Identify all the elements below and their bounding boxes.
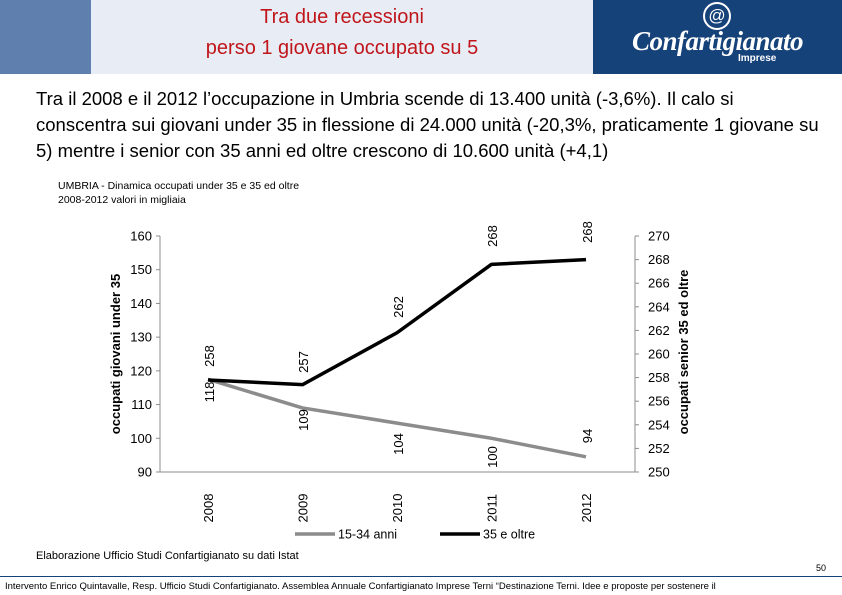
right-tick-label: 262 xyxy=(648,323,670,338)
intro-paragraph: Tra il 2008 e il 2012 l’occupazione in U… xyxy=(36,88,819,161)
x-tick-label: 2008 xyxy=(201,494,216,523)
slide-title-line2: perso 1 giovane occupato su 5 xyxy=(205,37,479,59)
logo-wordmark: Confartigianato xyxy=(632,26,804,56)
left-tick-label: 90 xyxy=(138,465,152,480)
data-label: 94 xyxy=(580,429,595,443)
source-note: Elaborazione Ufficio Studi Confartigiana… xyxy=(36,550,299,562)
data-label: 268 xyxy=(580,221,595,243)
data-label: 104 xyxy=(391,433,406,455)
x-tick-label: 2011 xyxy=(485,494,500,522)
chart-subtitle: 2008-2012 valori in migliaia xyxy=(58,194,186,206)
data-label: 258 xyxy=(202,345,217,367)
header-left-panel xyxy=(0,0,91,74)
left-tick-label: 120 xyxy=(130,363,152,378)
left-tick-label: 150 xyxy=(130,262,152,277)
data-label: 109 xyxy=(296,409,311,431)
right-tick-label: 264 xyxy=(648,299,670,314)
legend-label: 15-34 anni xyxy=(338,528,397,542)
left-tick-label: 100 xyxy=(130,431,152,446)
x-tick-label: 2009 xyxy=(296,494,311,523)
data-label: 262 xyxy=(391,296,406,318)
left-tick-label: 140 xyxy=(130,296,152,311)
right-tick-label: 254 xyxy=(648,417,670,432)
data-label: 257 xyxy=(296,351,311,373)
right-tick-label: 260 xyxy=(648,347,670,362)
y-axis-title: occupati giovani under 35 xyxy=(108,274,123,434)
page-number: 50 xyxy=(816,563,827,573)
left-tick-label: 130 xyxy=(130,330,152,345)
x-tick-label: 2010 xyxy=(390,494,405,523)
data-label: 100 xyxy=(485,446,500,468)
logo-subtitle: Imprese xyxy=(738,53,777,64)
right-tick-label: 268 xyxy=(648,252,670,267)
data-label: 118 xyxy=(202,382,217,403)
y2-axis-title: occupati senior 35 ed oltre xyxy=(676,270,691,435)
footer-divider xyxy=(0,576,842,577)
right-tick-label: 250 xyxy=(648,465,670,480)
header-title-panel xyxy=(91,0,593,74)
right-tick-label: 266 xyxy=(648,276,670,291)
right-tick-label: 270 xyxy=(648,229,670,244)
left-tick-label: 160 xyxy=(130,229,152,244)
right-tick-label: 258 xyxy=(648,370,670,385)
legend-label: 35 e oltre xyxy=(483,528,535,542)
chart-title: UMBRIA - Dinamica occupati under 35 e 35… xyxy=(58,180,300,192)
logo-at-icon: @ xyxy=(703,2,731,30)
x-tick-label: 2012 xyxy=(579,494,594,523)
right-tick-label: 252 xyxy=(648,441,670,456)
footer-text: Intervento Enrico Quintavalle, Resp. Uff… xyxy=(5,581,716,592)
series-line-senior xyxy=(207,257,587,387)
slide-title-line1: Tra due recessioni xyxy=(260,6,424,28)
data-label: 268 xyxy=(485,225,500,247)
left-tick-label: 110 xyxy=(131,397,152,412)
right-tick-label: 256 xyxy=(648,394,670,409)
series-line-under35 xyxy=(207,377,587,459)
